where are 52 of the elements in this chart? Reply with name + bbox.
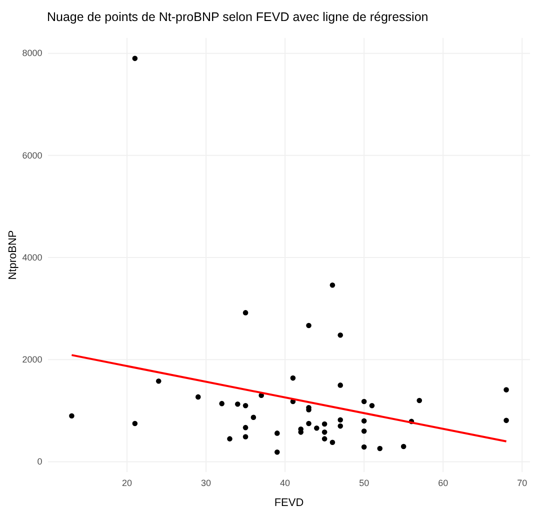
y-tick-label: 2000 <box>22 354 42 365</box>
point <box>274 430 280 436</box>
point <box>69 413 74 418</box>
chart-title: Nuage de points de Nt-proBNP selon FEVD avec ligne de régression <box>47 10 428 24</box>
x-tick-label: 60 <box>438 478 448 488</box>
x-tick-label: 50 <box>359 478 370 488</box>
point <box>219 400 224 406</box>
point <box>242 310 248 316</box>
point <box>504 387 509 392</box>
y-axis-title: NtproBNP <box>7 230 19 280</box>
point <box>242 402 248 408</box>
point <box>330 440 336 446</box>
y-tick-label: 8000 <box>22 48 42 58</box>
point <box>361 398 367 404</box>
point <box>195 394 201 400</box>
point <box>416 398 422 404</box>
x-tick-label: 40 <box>280 478 290 488</box>
point <box>338 382 344 388</box>
point <box>361 418 367 424</box>
point <box>361 444 367 450</box>
point <box>400 444 406 450</box>
point <box>330 282 336 288</box>
point <box>306 420 312 426</box>
point <box>242 434 248 440</box>
point <box>132 420 138 426</box>
point <box>314 425 320 431</box>
x-axis-title: FEVD <box>274 497 304 509</box>
point <box>369 402 375 408</box>
point <box>132 56 138 62</box>
x-tick-label: 70 <box>517 478 528 488</box>
y-tick-label: 4000 <box>22 252 42 262</box>
point <box>234 401 240 407</box>
point <box>322 430 328 435</box>
point <box>306 322 312 328</box>
x-tick-label: 20 <box>122 478 132 488</box>
point <box>338 332 344 338</box>
y-tick-label: 0 <box>37 456 42 467</box>
point <box>156 378 162 384</box>
point <box>377 446 383 452</box>
x-tick-label: 30 <box>201 478 212 488</box>
point <box>274 449 280 455</box>
point <box>227 436 232 442</box>
point <box>504 418 509 424</box>
y-tick-label: 6000 <box>22 150 42 160</box>
point <box>361 428 367 434</box>
point <box>290 375 296 381</box>
point <box>250 414 256 420</box>
point <box>322 436 328 442</box>
point <box>338 417 344 423</box>
point <box>322 421 328 427</box>
point <box>338 423 344 429</box>
point <box>242 424 248 430</box>
